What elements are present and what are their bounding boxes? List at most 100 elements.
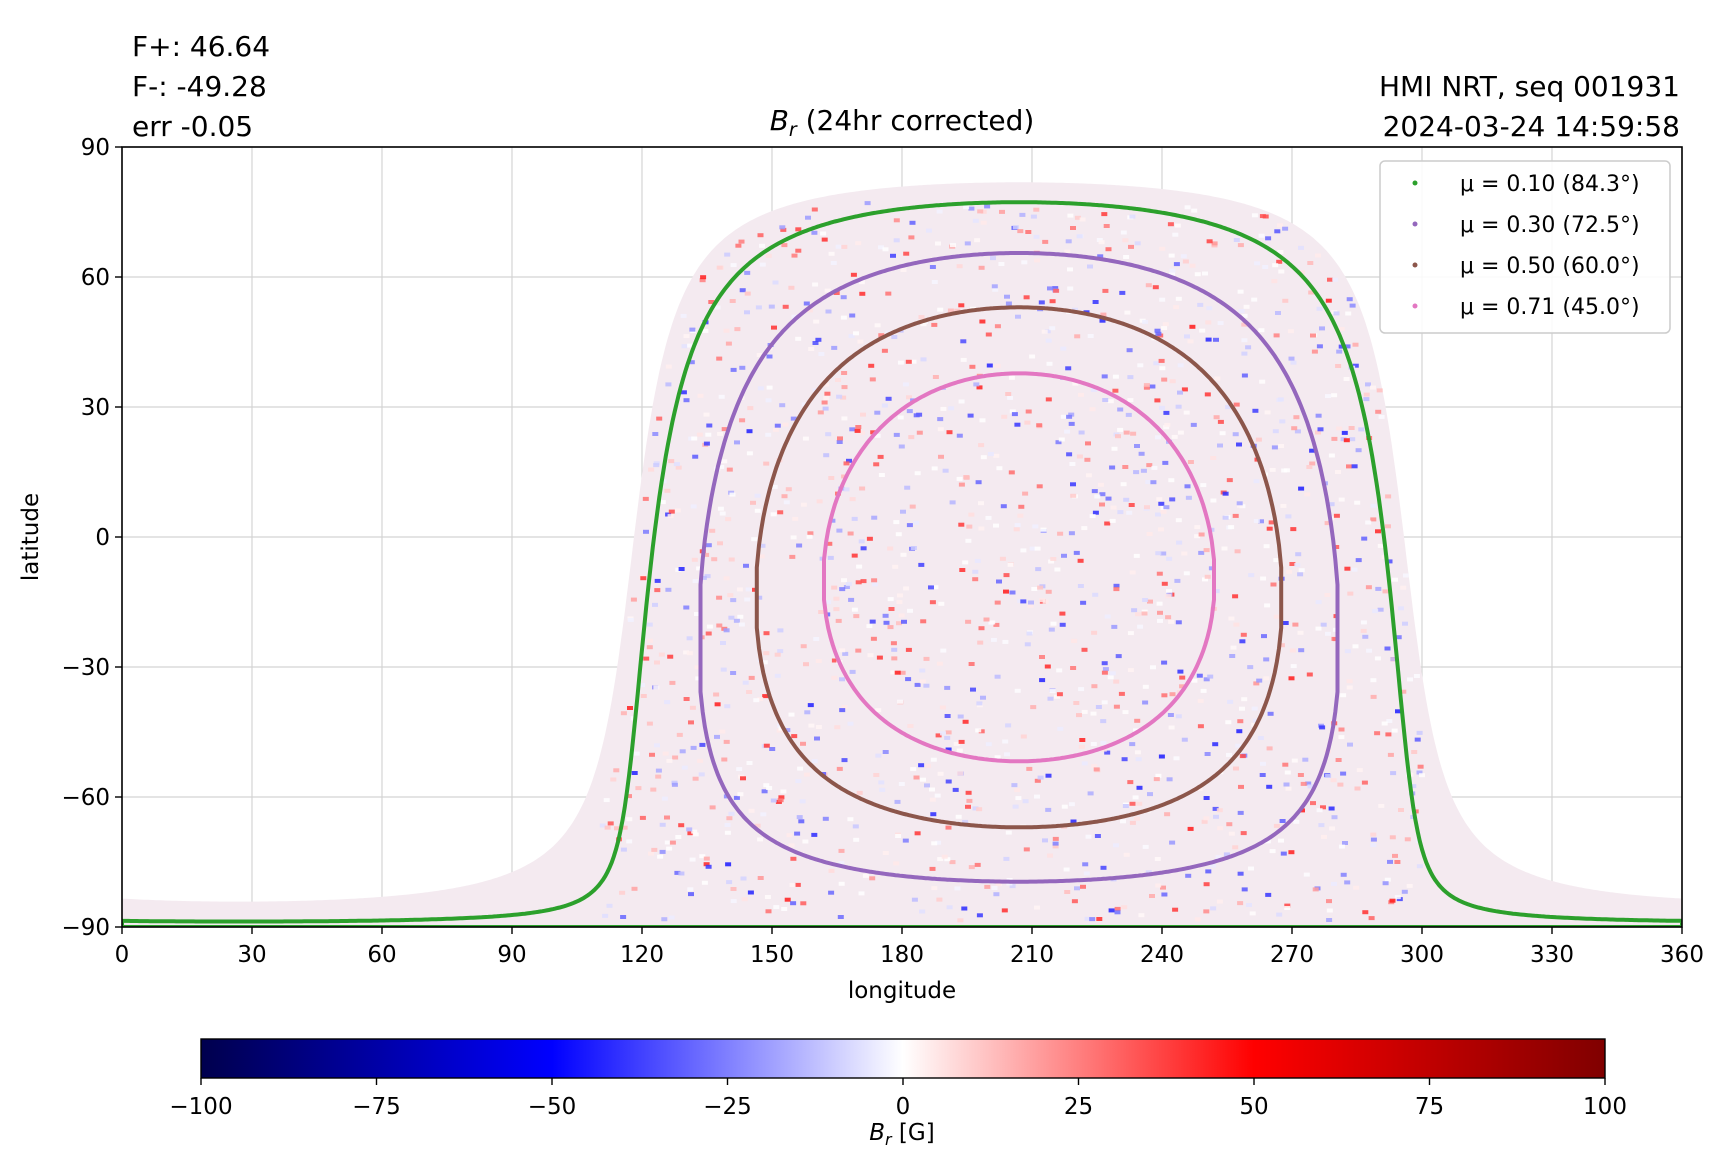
disk-pixel	[672, 755, 679, 760]
disk-pixel	[1241, 313, 1248, 318]
disk-pixel	[1113, 679, 1120, 684]
disk-pixel	[1253, 681, 1260, 686]
disk-pixel	[1225, 405, 1232, 410]
disk-pixel	[1070, 819, 1077, 824]
disk-pixel	[1241, 322, 1248, 327]
disk-pixel	[994, 674, 1001, 679]
disk-pixel	[1267, 711, 1274, 716]
disk-pixel	[1216, 899, 1223, 904]
disk-pixel	[646, 721, 653, 726]
disk-pixel	[853, 331, 859, 336]
disk-pixel	[678, 567, 685, 571]
disk-pixel	[966, 524, 973, 529]
disk-pixel	[1158, 754, 1165, 759]
disk-pixel	[1045, 338, 1052, 343]
disk-pixel	[1119, 290, 1126, 295]
disk-pixel	[937, 417, 944, 422]
disk-pixel	[1125, 412, 1132, 417]
disk-pixel	[1150, 480, 1157, 485]
disk-pixel	[668, 915, 675, 920]
disk-pixel	[1022, 491, 1029, 496]
disk-pixel	[905, 677, 912, 682]
disk-pixel	[633, 751, 640, 756]
disk-pixel	[807, 703, 814, 708]
disk-pixel	[968, 662, 975, 666]
disk-pixel	[1109, 671, 1116, 676]
disk-pixel	[894, 670, 901, 675]
disk-pixel	[1228, 525, 1235, 530]
disk-pixel	[1212, 806, 1219, 811]
disk-pixel	[902, 382, 909, 387]
disk-pixel	[838, 881, 845, 886]
disk-pixel	[1070, 493, 1077, 498]
disk-pixel	[1370, 517, 1377, 522]
disk-pixel	[1127, 375, 1134, 380]
disk-pixel	[688, 720, 694, 725]
disk-pixel	[1137, 363, 1144, 368]
disk-pixel	[1024, 420, 1031, 425]
disk-pixel	[1363, 397, 1370, 402]
disk-pixel	[897, 360, 904, 365]
disk-pixel	[1277, 223, 1283, 228]
disk-pixel	[1134, 718, 1141, 723]
disk-pixel	[1014, 422, 1021, 427]
disk-pixel	[802, 436, 809, 441]
colorbar-tick-label: −25	[703, 1094, 752, 1120]
disk-pixel	[1340, 437, 1347, 442]
disk-pixel	[849, 427, 856, 432]
disk-pixel	[1377, 607, 1384, 612]
disk-pixel	[795, 779, 802, 784]
legend-entry-label: μ = 0.30 (72.5°)	[1460, 213, 1640, 238]
disk-pixel	[949, 500, 956, 505]
disk-pixel	[724, 252, 731, 257]
disk-pixel	[800, 644, 807, 649]
disk-pixel	[716, 265, 723, 270]
disk-pixel	[1285, 514, 1292, 519]
disk-pixel	[957, 771, 964, 776]
disk-pixel	[840, 295, 847, 300]
disk-pixel	[1213, 814, 1219, 819]
legend-marker	[1412, 262, 1418, 268]
disk-pixel	[893, 432, 900, 437]
disk-pixel	[1297, 773, 1304, 777]
disk-pixel	[1197, 698, 1204, 703]
disk-pixel	[883, 620, 890, 625]
disk-pixel	[757, 697, 764, 702]
disk-pixel	[820, 231, 827, 236]
disk-pixel	[1117, 407, 1124, 412]
disk-pixel	[1210, 456, 1217, 460]
disk-pixel	[704, 574, 711, 579]
disk-pixel	[1294, 429, 1301, 434]
disk-pixel	[1047, 286, 1053, 291]
disk-pixel	[837, 915, 844, 919]
disk-pixel	[1289, 648, 1296, 653]
disk-pixel	[1298, 486, 1305, 491]
disk-pixel	[1361, 536, 1368, 541]
disk-pixel	[911, 897, 918, 902]
disk-pixel	[1360, 620, 1367, 625]
disk-pixel	[1113, 587, 1120, 592]
disk-pixel	[661, 796, 668, 801]
disk-pixel	[831, 345, 838, 350]
disk-pixel	[659, 849, 666, 854]
disk-pixel	[691, 436, 698, 441]
disk-pixel	[1256, 678, 1263, 683]
disk-pixel	[1377, 543, 1384, 548]
disk-pixel	[1342, 841, 1348, 845]
disk-pixel	[690, 745, 697, 750]
mu-contour	[754, 305, 1284, 830]
disk-pixel	[905, 647, 912, 652]
disk-pixel	[1305, 781, 1312, 786]
disk-pixel	[968, 865, 975, 870]
disk-pixel	[835, 618, 842, 623]
disk-pixel	[1196, 673, 1203, 678]
disk-pixel	[1338, 735, 1345, 740]
disk-pixel	[702, 328, 709, 333]
disk-pixel	[1136, 801, 1143, 806]
disk-pixel	[1028, 600, 1034, 605]
disk-pixel	[1047, 853, 1053, 858]
disk-pixel	[1064, 890, 1071, 894]
disk-pixel	[1203, 816, 1210, 821]
disk-pixel	[896, 621, 902, 626]
disk-pixel	[748, 675, 755, 680]
